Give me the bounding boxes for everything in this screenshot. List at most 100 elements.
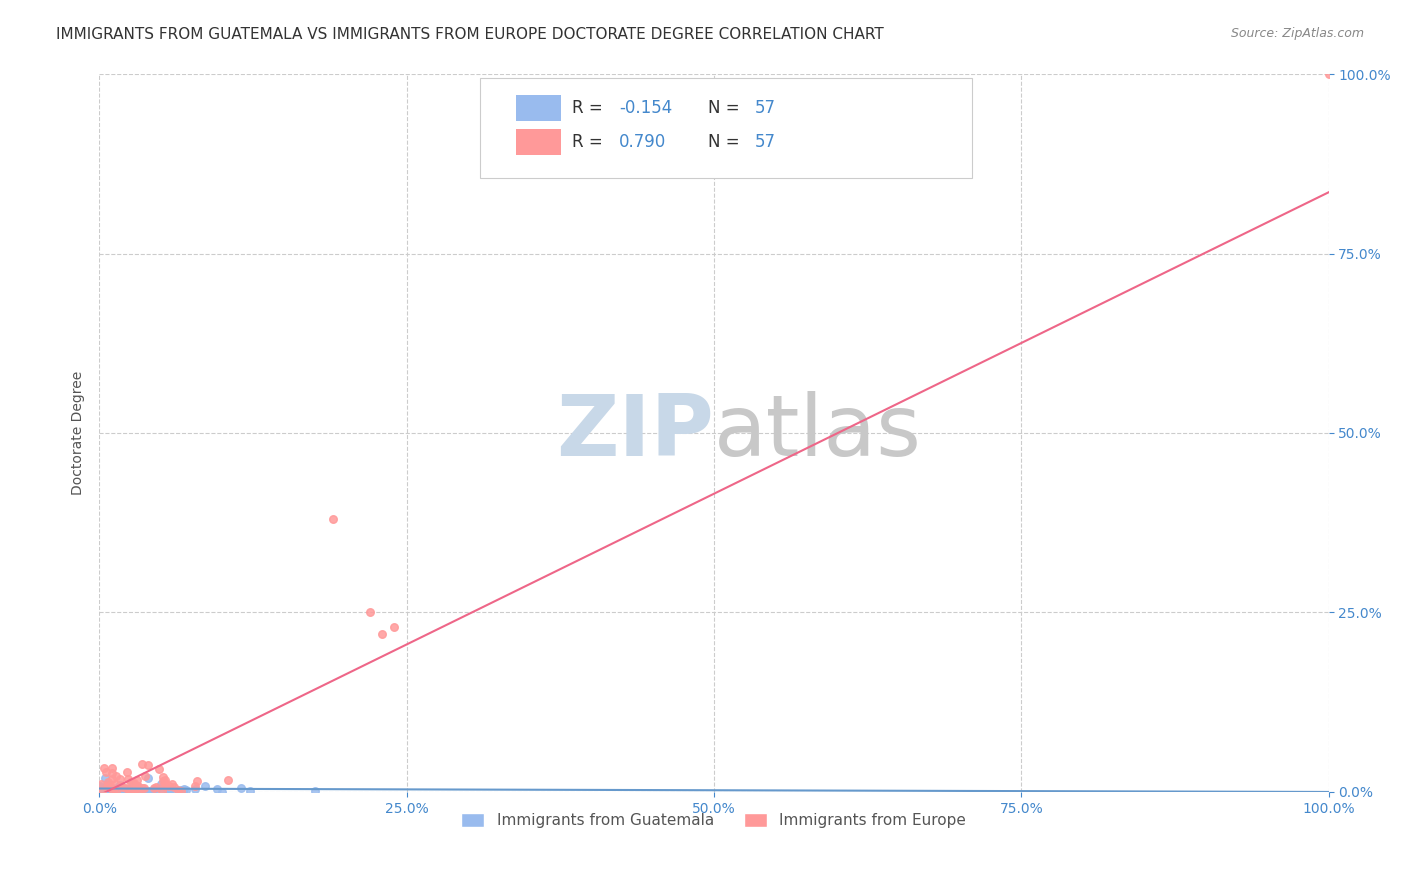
Point (125, 780, 148, 794)
Point (163, 780, 186, 794)
Point (183, 779, 205, 793)
Point (96, 783, 118, 797)
Point (97, 778, 120, 792)
Text: R =: R = (572, 133, 609, 152)
Point (93, 783, 115, 797)
Y-axis label: Doctorate Degree: Doctorate Degree (72, 371, 86, 495)
Point (217, 773, 239, 788)
Point (107, 780, 129, 795)
Point (98, 781, 121, 796)
Point (118, 783, 141, 797)
Point (136, 772, 159, 786)
Point (359, 606, 381, 620)
Point (183, 781, 205, 796)
Point (105, 783, 128, 797)
Point (93, 785, 115, 799)
Point (160, 777, 183, 791)
Point (194, 780, 217, 794)
Point (172, 783, 194, 797)
Point (104, 769, 127, 783)
Point (205, 781, 228, 796)
Point (135, 784, 157, 798)
Point (143, 781, 166, 796)
FancyBboxPatch shape (516, 128, 561, 155)
Point (93, 783, 115, 797)
Text: 57: 57 (755, 99, 776, 117)
Point (118, 783, 141, 797)
Point (97, 775, 120, 789)
Point (239, 783, 262, 797)
Point (169, 784, 191, 798)
Point (1317, 67, 1340, 81)
Point (96, 777, 118, 791)
Text: atlas: atlas (714, 392, 922, 475)
Point (110, 778, 132, 792)
Text: Source: ZipAtlas.com: Source: ZipAtlas.com (1230, 27, 1364, 40)
Point (152, 770, 174, 784)
Point (91, 783, 114, 797)
Point (229, 780, 252, 795)
Point (100, 780, 122, 795)
Point (111, 783, 134, 797)
FancyBboxPatch shape (481, 78, 972, 178)
Point (89, 780, 111, 794)
Point (170, 783, 193, 797)
Point (139, 785, 162, 799)
Point (124, 782, 146, 797)
Point (153, 776, 176, 790)
Point (322, 512, 344, 526)
Point (97, 781, 120, 796)
Point (134, 769, 156, 783)
Point (131, 781, 153, 796)
Point (127, 780, 149, 794)
Point (173, 782, 195, 797)
Point (127, 783, 149, 797)
Point (98, 782, 121, 797)
Point (101, 772, 124, 786)
Point (145, 783, 167, 797)
Point (170, 784, 193, 798)
Point (112, 785, 135, 799)
Point (117, 782, 139, 797)
Point (105, 784, 128, 798)
Point (153, 779, 176, 793)
Point (96, 764, 118, 779)
Text: N =: N = (707, 99, 745, 117)
Point (96, 780, 118, 795)
Point (371, 627, 394, 641)
Point (89, 779, 111, 793)
Point (136, 758, 159, 772)
Point (124, 781, 146, 796)
Point (142, 781, 165, 796)
Point (138, 784, 160, 798)
Point (131, 757, 153, 772)
Point (117, 765, 139, 780)
Text: N =: N = (707, 133, 745, 152)
Point (135, 783, 157, 797)
Point (382, 620, 405, 634)
Point (120, 774, 142, 789)
Point (166, 783, 188, 797)
Point (150, 781, 173, 796)
Point (97, 783, 120, 797)
Point (90, 777, 112, 791)
Point (107, 782, 129, 797)
Point (127, 773, 149, 788)
Point (100, 782, 122, 797)
FancyBboxPatch shape (516, 95, 561, 121)
Point (174, 783, 197, 797)
Point (148, 762, 170, 776)
Point (93, 761, 115, 775)
Point (114, 780, 136, 795)
Point (122, 776, 145, 790)
Point (105, 782, 128, 797)
Point (124, 783, 146, 797)
Point (101, 766, 124, 780)
Text: R =: R = (572, 99, 609, 117)
Point (149, 777, 172, 791)
Point (134, 781, 156, 796)
Point (124, 785, 146, 799)
Point (127, 779, 149, 793)
Point (304, 784, 326, 798)
Point (108, 772, 131, 786)
